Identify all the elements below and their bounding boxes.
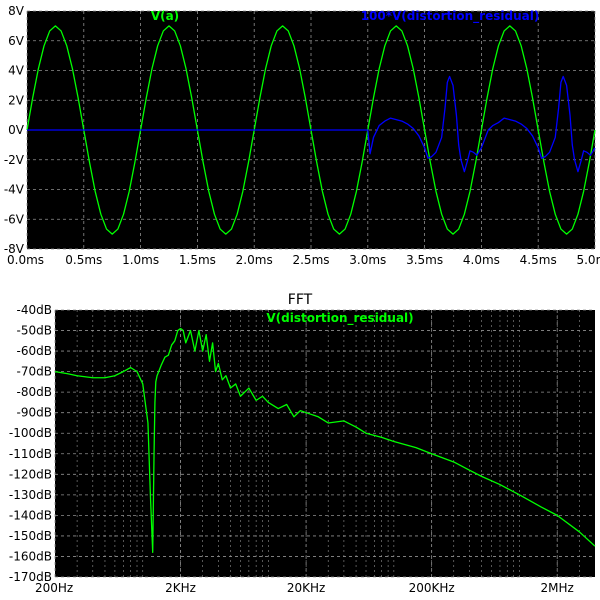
legend-va: V(a)	[151, 9, 179, 23]
fft-y-tick-label: -90dB	[17, 406, 52, 420]
fft-x-tick-label: 200Hz	[35, 581, 73, 595]
fft-y-tick-label: -110dB	[9, 447, 52, 461]
transient-x-tick-label: 2.5ms	[292, 253, 329, 267]
fft-chart: FFT 200Hz 2KHz 20KHz 200KHz 2MHz -40dB -50dB -6…	[9, 292, 596, 595]
transient-y-tick-label: -6V	[4, 212, 25, 226]
transient-x-tick-label: 0.0ms	[7, 253, 44, 267]
fft-x-tick-label: 2KHz	[165, 581, 196, 595]
transient-y-tick-label: 4V	[8, 64, 25, 78]
fft-plot-area	[55, 310, 595, 577]
transient-x-tick-label: 3.5ms	[406, 253, 443, 267]
fft-x-tick-label: 2MHz	[541, 581, 574, 595]
transient-x-tick-label: 1.0ms	[122, 253, 159, 267]
fft-series-0-line	[54, 327, 596, 553]
transient-x-tick-label: 4.5ms	[520, 253, 557, 267]
transient-y-tick-label: 0V	[8, 123, 25, 137]
transient-x-tick-label: 2.0ms	[236, 253, 273, 267]
transient-x-tick-label: 3.0ms	[349, 253, 386, 267]
transient-chart: 0.0ms 0.5ms 1.0ms 1.5ms 2.0ms 2.5ms 3.0ms 3.5ms…	[4, 4, 600, 267]
fft-y-tick-label: -160dB	[9, 549, 52, 563]
fft-y-tick-label: -80dB	[17, 385, 52, 399]
fft-x-tick-label: 20KHz	[287, 581, 325, 595]
fft-y-tick-label: -100dB	[9, 426, 52, 440]
fft-y-tick-label: -120dB	[9, 467, 52, 481]
fft-y-tick-label: -150dB	[9, 529, 52, 543]
legend-residual: 100*V(distortion_residual)	[361, 9, 540, 24]
fft-y-tick-label: -40dB	[17, 303, 52, 317]
transient-y-tick-label: 2V	[8, 93, 25, 107]
fft-y-tick-label: -60dB	[17, 344, 52, 358]
transient-x-tick-label: 4.0ms	[463, 253, 500, 267]
transient-y-tick-label: -8V	[4, 242, 25, 256]
legend-fft: V(distortion_residual)	[266, 311, 413, 326]
fft-y-tick-label: -130dB	[9, 488, 52, 502]
fft-y-tick-label: -70dB	[17, 365, 52, 379]
fft-title: FFT	[288, 292, 313, 308]
fft-x-tick-label: 200KHz	[409, 581, 455, 595]
transient-y-tick-label: 8V	[8, 4, 25, 18]
transient-y-tick-label: -4V	[4, 183, 25, 197]
transient-x-tick-label: 0.5ms	[65, 253, 102, 267]
transient-series-1-line	[27, 75, 596, 173]
transient-x-tick-label: 1.5ms	[179, 253, 216, 267]
transient-y-tick-label: -2V	[4, 153, 25, 167]
fft-y-tick-label: -50dB	[17, 324, 52, 338]
transient-y-tick-label: 6V	[8, 34, 25, 48]
transient-x-tick-label: 5.0ms	[576, 253, 600, 267]
fft-y-tick-label: -140dB	[9, 508, 52, 522]
fft-y-tick-label: -170dB	[9, 570, 52, 584]
